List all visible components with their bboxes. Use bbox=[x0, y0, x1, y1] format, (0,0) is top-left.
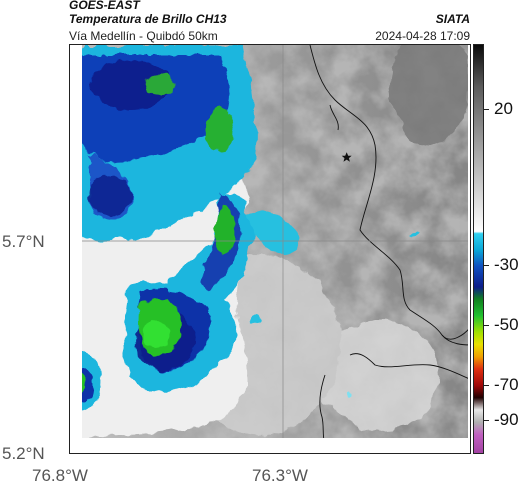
area-subtitle: Vía Medellín - Quibdó 50km bbox=[69, 29, 218, 43]
colorbar-tick bbox=[484, 420, 489, 421]
colorbar-label: -70 bbox=[494, 375, 519, 394]
colorbar-label: -90 bbox=[494, 410, 519, 429]
colorbar bbox=[473, 44, 484, 454]
colorbar-label: -50 bbox=[494, 315, 519, 334]
star-icon bbox=[341, 152, 352, 162]
colorbar-tick bbox=[484, 385, 489, 386]
colorbar-tick bbox=[484, 325, 489, 326]
satellite-title: GOES-EAST bbox=[69, 0, 140, 12]
brightness-temperature-image bbox=[70, 45, 470, 453]
y-tick-label: 5.2°N bbox=[2, 444, 45, 463]
colorbar-gradient bbox=[474, 45, 483, 453]
satellite-map bbox=[69, 44, 471, 454]
colorbar-label: 20 bbox=[494, 99, 513, 118]
colorbar-tick bbox=[484, 109, 489, 110]
product-title: Temperatura de Brillo CH13 bbox=[69, 12, 227, 26]
colorbar-tick bbox=[484, 265, 489, 266]
colorbar-label: -30 bbox=[494, 255, 519, 274]
x-tick-label: 76.3°W bbox=[252, 466, 308, 485]
x-tick-label: 76.8°W bbox=[32, 466, 88, 485]
organization-label: SIATA bbox=[435, 12, 470, 26]
datetime-label: 2024-04-28 17:09 bbox=[375, 29, 470, 43]
y-tick-label: 5.7°N bbox=[2, 232, 45, 251]
